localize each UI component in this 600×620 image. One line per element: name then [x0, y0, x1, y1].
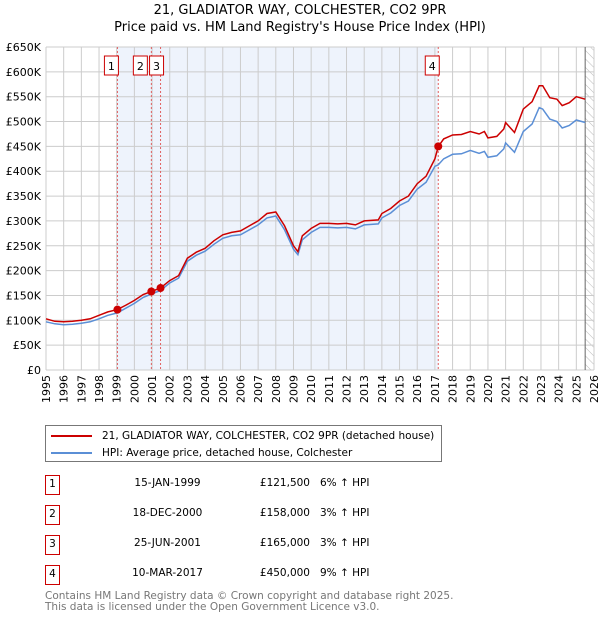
sale-marker-box: [132, 55, 148, 76]
footer-copyright: Contains HM Land Registry data © Crown c…: [45, 590, 454, 602]
property-price-line: [45, 85, 586, 323]
sale-point: [156, 284, 165, 293]
legend-item-hpi: HPI: Average price, detached house, Colc…: [51, 445, 352, 461]
x-tick-label: 2016: [411, 375, 424, 403]
sale-date: 18-DEC-2000: [132, 507, 203, 519]
x-tick-label: 1998: [93, 375, 106, 403]
y-tick-label: £500K: [6, 116, 42, 129]
sale-date: 15-JAN-1999: [134, 477, 201, 489]
y-tick-label: £150K: [6, 289, 42, 302]
legend-swatch-blue: [51, 452, 92, 454]
y-tick-label: £650K: [6, 41, 42, 54]
legend-label: 21, GLADIATOR WAY, COLCHESTER, CO2 9PR (…: [102, 430, 435, 442]
sale-date: 10-MAR-2017: [132, 567, 203, 579]
chart-title: 21, GLADIATOR WAY, COLCHESTER, CO2 9PR: [153, 3, 447, 18]
table-row: 4 10-MAR-2017 £450,000 9% ↑ HPI: [45, 565, 445, 585]
sale-price: £165,000: [259, 537, 310, 549]
marker-badge: 1: [45, 475, 60, 495]
x-tick-label: 2004: [199, 375, 212, 403]
sale-marker-label: 2: [137, 60, 144, 73]
x-tick-label: 2021: [500, 375, 513, 403]
x-tick-label: 2007: [252, 375, 265, 403]
x-tick-label: 2006: [234, 375, 247, 403]
price-chart: 1995 1996 1997 1998 1999 2000 2001 2002 2003 2004…: [6, 41, 600, 403]
x-tick-label: 1999: [111, 375, 124, 403]
x-tick-label: 2024: [553, 375, 566, 403]
marker-badge: 4: [45, 565, 60, 585]
hpi-diff: 6% ↑ HPI: [320, 477, 370, 489]
legend-label: HPI: Average price, detached house, Colc…: [102, 447, 353, 459]
x-tick-label: 2008: [270, 375, 283, 403]
y-tick-label: £550K: [6, 91, 42, 104]
table-row: 2 18-DEC-2000 £158,000 3% ↑ HPI: [45, 505, 445, 525]
y-tick-label: £600K: [6, 66, 42, 79]
x-tick-label: 2000: [128, 375, 141, 403]
x-tick-label: 2014: [376, 375, 389, 403]
sale-point: [113, 305, 122, 314]
x-tick-label: 2020: [482, 375, 495, 403]
sale-marker-box: [103, 55, 119, 76]
x-tick-label: 2018: [447, 375, 460, 403]
sale-marker-label: 4: [429, 60, 436, 73]
x-tick-label: 2019: [464, 375, 477, 403]
y-tick-label: £400K: [6, 165, 42, 178]
x-tick-label: 2009: [287, 375, 300, 403]
x-tick-label: 2003: [181, 375, 194, 403]
ownership-shading: [117, 47, 439, 370]
x-tick-label: 2012: [341, 375, 354, 403]
x-tick-label: 2015: [394, 375, 407, 403]
hpi-diff: 3% ↑ HPI: [320, 507, 370, 519]
x-tick-label: 2022: [517, 375, 530, 403]
y-tick-label: £350K: [6, 190, 42, 203]
sale-price: £158,000: [259, 507, 310, 519]
sale-marker-box: [424, 55, 440, 76]
x-tick-label: 2010: [305, 375, 318, 403]
y-tick-label: £100K: [6, 314, 42, 327]
sale-marker-label: 3: [153, 60, 160, 73]
y-tick-label: £0: [27, 364, 41, 377]
x-tick-label: 2002: [164, 375, 177, 403]
x-tick-label: 2001: [146, 375, 159, 403]
table-row: 1 15-JAN-1999 £121,500 6% ↑ HPI: [45, 475, 445, 495]
x-tick-label: 2005: [217, 375, 230, 403]
legend: 21, GLADIATOR WAY, COLCHESTER, CO2 9PR (…: [45, 425, 442, 462]
x-tick-label: 2011: [323, 375, 336, 403]
x-tick-label: 1997: [75, 375, 88, 403]
x-tick-label: 2026: [588, 375, 600, 403]
marker-badge: 2: [45, 505, 60, 525]
legend-item-property: 21, GLADIATOR WAY, COLCHESTER, CO2 9PR (…: [51, 428, 434, 444]
y-tick-label: £50K: [13, 339, 42, 352]
x-tick-label: 1996: [58, 375, 71, 403]
table-row: 3 25-JUN-2001 £165,000 3% ↑ HPI: [45, 535, 445, 555]
y-tick-label: £450K: [6, 140, 42, 153]
footer-licence: This data is licensed under the Open Gov…: [45, 601, 380, 613]
hpi-diff: 3% ↑ HPI: [320, 537, 370, 549]
sale-price: £450,000: [259, 567, 310, 579]
hpi-diff: 9% ↑ HPI: [320, 567, 370, 579]
y-tick-label: £200K: [6, 265, 42, 278]
sale-marker-label: 1: [108, 60, 115, 73]
x-tick-label: 2025: [570, 375, 583, 403]
forecast-hatch: [585, 47, 594, 370]
x-tick-label: 2017: [429, 375, 442, 403]
x-tick-label: 1995: [40, 375, 53, 403]
y-tick-label: £300K: [6, 215, 42, 228]
sale-marker-box: [149, 55, 165, 76]
sale-price: £121,500: [259, 477, 310, 489]
sale-point: [434, 142, 443, 151]
x-tick-label: 2023: [535, 375, 548, 403]
sale-point: [147, 287, 156, 296]
sale-date: 25-JUN-2001: [134, 537, 201, 549]
chart-subtitle: Price paid vs. HM Land Registry's House …: [114, 20, 486, 35]
x-tick-label: 2013: [358, 375, 371, 403]
marker-badge: 3: [45, 535, 60, 555]
legend-swatch-red: [51, 435, 92, 437]
y-tick-label: £250K: [6, 240, 42, 253]
hpi-line: [45, 106, 586, 326]
